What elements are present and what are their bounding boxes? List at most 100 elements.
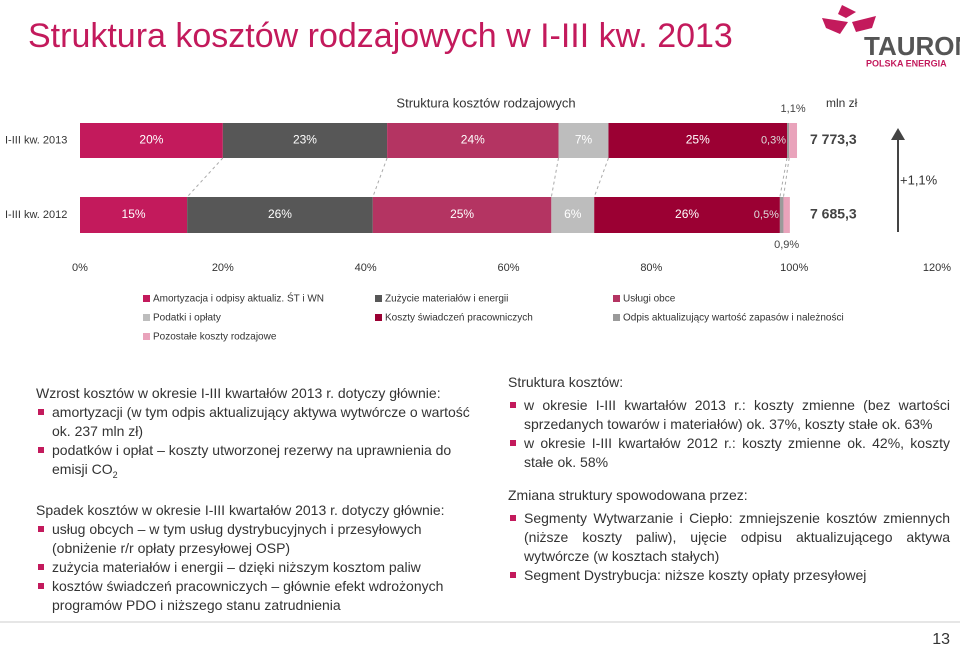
text-left: Wzrost kosztów w okresie I-III kwartałów… <box>36 384 472 615</box>
bullet-text: podatków i opłat – koszty utworzonej rez… <box>52 442 452 477</box>
text-right: Struktura kosztów: w okresie I-III kwarta… <box>508 373 950 585</box>
connector <box>186 157 224 198</box>
bullet-item: usług obcych – w tym usług dystrybucyjny… <box>36 520 472 558</box>
value-label: 6% <box>564 207 582 221</box>
value-label: 25% <box>450 207 474 221</box>
legend-label: Podatki i opłaty <box>153 313 221 324</box>
bullet-text: Segmenty Wytwarzanie i Ciepło: zmniejsze… <box>524 510 950 564</box>
bullet-item: kosztów świadczeń pracowniczych – główni… <box>36 577 472 615</box>
legend-swatch <box>613 314 620 321</box>
section: Struktura kosztów: w okresie I-III kwarta… <box>508 373 950 472</box>
section: Wzrost kosztów w okresie I-III kwartałów… <box>36 384 472 485</box>
value-label: 20% <box>139 133 163 147</box>
section-heading: Spadek kosztów w okresie I-III kwartałów… <box>36 501 445 518</box>
bullet-text: usług obcych – w tym usług dystrybucyjny… <box>52 520 422 556</box>
connector <box>779 157 788 198</box>
section-heading: Zmiana struktury spowodowana przez: <box>508 487 748 503</box>
x-tick-label: 0% <box>72 262 88 274</box>
bullet-item: w okresie I-III kwartałów 2013 r.: koszt… <box>508 396 950 434</box>
logo-tagline: POLSKA ENERGIA <box>866 58 947 68</box>
bullet-item: w okresie I-III kwartałów 2012 r.: koszt… <box>508 434 950 472</box>
legend-label: Pozostałe koszty rodzajowe <box>153 332 277 343</box>
connector <box>593 157 609 198</box>
legend-swatch <box>375 314 382 321</box>
bar-segment <box>222 123 388 158</box>
x-tick-label: 100% <box>780 262 808 274</box>
x-tick-label: 40% <box>355 262 377 274</box>
connector <box>550 157 559 198</box>
bullet-text: Segment Dystrybucja: niższe koszty opłat… <box>524 567 867 583</box>
value-label: 0,3% <box>761 134 786 146</box>
total-label: 7 773,3 <box>810 131 857 147</box>
legend-label: Odpis aktualizujący wartość zapasów i na… <box>623 313 844 324</box>
bullet-list: w okresie I-III kwartałów 2013 r.: koszt… <box>508 396 950 472</box>
value-label: 0,5% <box>754 209 779 221</box>
legend-label: Koszty świadczeń pracowniczych <box>385 313 533 324</box>
bar-segment <box>608 123 788 158</box>
connector <box>372 157 388 198</box>
bar-segment <box>372 197 552 233</box>
bar-segment <box>187 197 373 233</box>
x-tick-label: 80% <box>640 262 662 274</box>
legend-swatch <box>143 295 150 302</box>
x-tick-label: 60% <box>497 262 519 274</box>
x-tick-label: 120% <box>923 262 951 274</box>
chart-title: Struktura kosztów rodzajowych <box>396 95 575 110</box>
bullet-item: zużycia materiałów i energii – dzięki ni… <box>36 558 472 577</box>
bar-segment <box>80 123 223 158</box>
value-label: 24% <box>461 133 485 147</box>
category-label: I-III kw. 2013 <box>5 134 67 146</box>
unit-label: mln zł <box>826 96 858 110</box>
value-label: 1,1% <box>781 103 806 115</box>
value-label: 23% <box>293 133 317 147</box>
bullet-text: kosztów świadczeń pracowniczych – główni… <box>52 577 444 613</box>
bullet-list: Segmenty Wytwarzanie i Ciepło: zmniejsze… <box>508 509 950 585</box>
bullet-text: w okresie I-III kwartałów 2012 r.: koszt… <box>524 435 950 470</box>
section-heading: Wzrost kosztów w okresie I-III kwartałów… <box>36 385 441 401</box>
bar-segment <box>789 123 798 158</box>
bullet-text: w okresie I-III kwartałów 2013 r.: koszt… <box>524 397 950 432</box>
bar-segment <box>787 123 790 158</box>
legend-swatch <box>375 295 382 302</box>
bar-segment <box>551 197 595 233</box>
value-label: 15% <box>122 207 146 221</box>
value-label: 0,9% <box>774 239 799 251</box>
logo-name: TAURON <box>864 31 960 61</box>
bullet-item: amortyzacji (w tym odpis aktualizujący a… <box>36 403 472 441</box>
legend-label: Usługi obce <box>623 294 676 305</box>
legend-swatch <box>143 333 150 340</box>
subscript: 2 <box>112 469 118 480</box>
connector <box>782 157 790 198</box>
bar-segment <box>783 197 790 233</box>
bullet-item: Segment Dystrybucja: niższe koszty opłat… <box>508 566 950 585</box>
legend-label: Zużycie materiałów i energii <box>385 294 508 305</box>
category-label: I-III kw. 2012 <box>5 209 67 221</box>
bar-segment <box>558 123 609 158</box>
value-label: 26% <box>675 207 699 221</box>
bullet-item: podatków i opłat – koszty utworzonej rez… <box>36 441 472 485</box>
page-number: 13 <box>932 631 950 646</box>
value-label: 25% <box>686 133 710 147</box>
x-tick-label: 20% <box>212 262 234 274</box>
bullet-text: zużycia materiałów i energii – dzięki ni… <box>52 558 421 575</box>
section: Zmiana struktury spowodowana przez: Segme… <box>508 486 950 585</box>
legend-swatch <box>613 295 620 302</box>
bar-segment <box>387 123 559 158</box>
legend-label: Amortyzacja i odpisy aktualiz. ŚT i WN <box>153 292 324 305</box>
bullet-list: amortyzacji (w tym odpis aktualizujący a… <box>36 403 472 485</box>
bar-segment <box>779 197 784 233</box>
section: Spadek kosztów w okresie I-III kwartałów… <box>36 501 472 615</box>
bar-segment <box>80 197 188 233</box>
bar-segment <box>594 197 780 233</box>
change-arrow <box>891 128 905 232</box>
bullet-item: Segmenty Wytwarzanie i Ciepło: zmniejsze… <box>508 509 950 566</box>
value-label: 26% <box>268 207 292 221</box>
bullet-text: amortyzacji (w tym odpis aktualizujący a… <box>52 404 470 439</box>
legend-swatch <box>143 314 150 321</box>
logo-icon <box>822 5 876 34</box>
slide-title: Struktura kosztów rodzajowych w I-III kw… <box>28 17 733 55</box>
value-label: 7% <box>575 133 593 147</box>
total-label: 7 685,3 <box>810 206 857 222</box>
bullet-list: usług obcych – w tym usług dystrybucyjny… <box>36 520 472 615</box>
